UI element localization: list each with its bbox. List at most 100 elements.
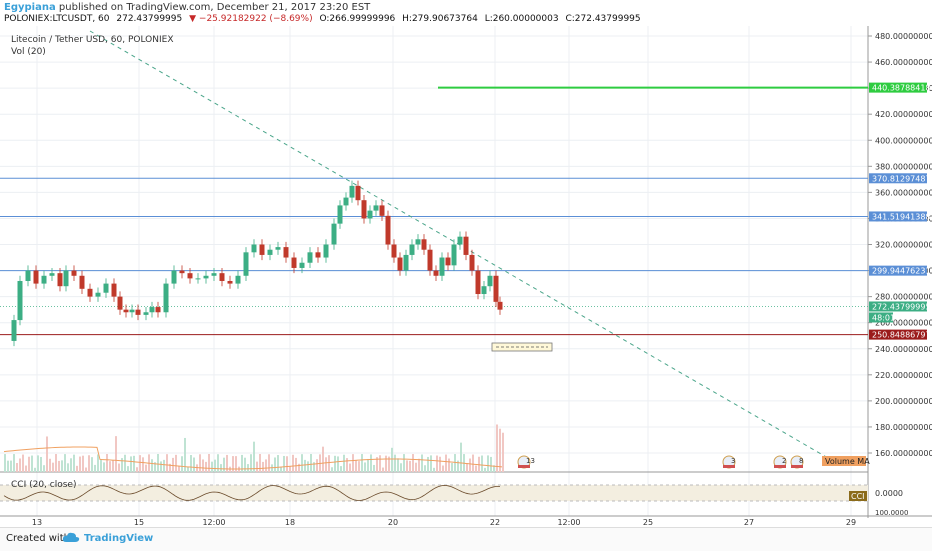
volume-bar <box>376 457 378 472</box>
volume-bar <box>49 458 51 472</box>
volume-bar <box>55 454 57 472</box>
volume-bar <box>22 454 24 472</box>
price-axis-label: 160.00000000 <box>875 449 932 458</box>
volume-bar <box>316 459 318 472</box>
volume-bar <box>355 460 357 472</box>
volume-bar <box>499 428 501 472</box>
candle-body <box>493 275 499 302</box>
volume-bar <box>337 456 339 472</box>
cci-panel <box>0 484 868 502</box>
volume-bar <box>427 456 429 472</box>
volume-bar <box>82 455 84 472</box>
candle-body <box>343 197 349 206</box>
cci-label: CCI (20, close) <box>11 480 76 490</box>
time-axis-label: 12:00 <box>557 518 580 526</box>
price-chart[interactable]: 480.00000000460.00000000440.00000000420.… <box>0 26 932 527</box>
volume-bar <box>265 459 267 472</box>
volume-bar <box>103 462 105 472</box>
price-tag-label: 341.51941388 <box>872 212 931 221</box>
volume-bar <box>214 459 216 472</box>
price-axis-label: 200.00000000 <box>875 397 932 406</box>
event-flag-stripe <box>518 465 530 468</box>
time-axis-label: 13 <box>32 518 42 526</box>
time-axis[interactable]: 13 15 12:00 18 20 22 12:00 25 27 29 <box>32 518 856 527</box>
author-link[interactable]: Egypiana <box>4 2 56 13</box>
candle-body <box>487 275 493 287</box>
price-axis-label: 220.00000000 <box>875 371 932 380</box>
volume-bar <box>373 464 375 472</box>
open-value: O:266.99999996 <box>319 14 396 24</box>
candle-body <box>111 283 117 297</box>
volume-bar <box>187 466 189 472</box>
event-markers[interactable]: 13 3 2 8 <box>517 455 804 469</box>
price-axis[interactable]: 480.00000000460.00000000440.00000000420.… <box>868 32 932 458</box>
candle-body <box>451 244 457 266</box>
price-axis-label: 400.00000000 <box>875 136 932 145</box>
candle-body <box>349 185 355 198</box>
candle-body <box>71 270 77 276</box>
price-axis-label: 240.00000000 <box>875 345 932 354</box>
time-axis-label: 15 <box>134 518 144 526</box>
event-count: 3 <box>731 457 735 465</box>
volume-bar <box>457 460 459 472</box>
volume-bar <box>445 454 447 472</box>
horizontal-levels[interactable] <box>0 86 868 336</box>
volume-bar <box>211 461 213 472</box>
volume-bar <box>4 454 6 472</box>
tradingview-link[interactable]: TradingView <box>84 533 154 544</box>
volume-bar <box>418 458 420 472</box>
volume-bar <box>112 460 114 472</box>
volume-bar <box>61 460 63 472</box>
volume-bar <box>340 466 342 472</box>
volume-bar <box>394 454 396 472</box>
created-with-text: Created with <box>6 533 70 544</box>
volume-bar <box>163 459 165 472</box>
volume-bar <box>106 454 108 472</box>
time-axis-label: 18 <box>285 518 295 526</box>
last-price: 272.43799995 <box>116 14 183 24</box>
volume-bar <box>13 454 15 472</box>
volume-bar <box>169 463 171 472</box>
volume-bar <box>382 467 384 472</box>
volume-bar <box>448 458 450 472</box>
volume-ma-tag: Volume MA <box>825 457 870 466</box>
volume-bar <box>421 454 423 472</box>
volume-bar <box>142 457 144 472</box>
volume-bar <box>400 463 402 472</box>
volume-bar <box>124 454 126 472</box>
volume-bar <box>232 456 234 472</box>
volume-bar <box>412 454 414 472</box>
volume-bar <box>424 465 426 472</box>
price-tag <box>869 173 927 184</box>
candle-body <box>25 270 31 281</box>
volume-bar <box>280 466 282 472</box>
volume-bar <box>475 465 477 472</box>
event-flag-stripe <box>774 465 786 468</box>
volume-bar <box>37 455 39 472</box>
volume-bar <box>352 454 354 472</box>
time-axis-label: 20 <box>388 518 398 526</box>
volume-bar <box>397 458 399 472</box>
price-axis-label: 180.00000000 <box>875 423 932 432</box>
candle-body <box>117 296 123 310</box>
volume-bar <box>262 461 264 472</box>
event-count: 2 <box>782 457 786 465</box>
candle-body <box>211 273 217 276</box>
event-flag-stripe <box>723 465 735 468</box>
volume-bar <box>502 432 504 472</box>
candle-body <box>87 288 93 297</box>
volume-bar <box>496 424 498 472</box>
volume-bar <box>43 465 45 472</box>
time-axis-label: 29 <box>846 518 856 526</box>
volume-bar <box>217 454 219 472</box>
volume-bar <box>469 458 471 472</box>
candle-body <box>283 247 289 258</box>
candle-body <box>57 273 63 287</box>
candle-body <box>315 252 321 258</box>
candle-body <box>367 210 373 219</box>
chart-area[interactable]: 480.00000000460.00000000440.00000000420.… <box>0 26 932 527</box>
volume-bar <box>184 437 186 472</box>
candle-body <box>391 244 397 258</box>
candle-body <box>187 273 193 279</box>
volume-bar <box>253 441 255 472</box>
